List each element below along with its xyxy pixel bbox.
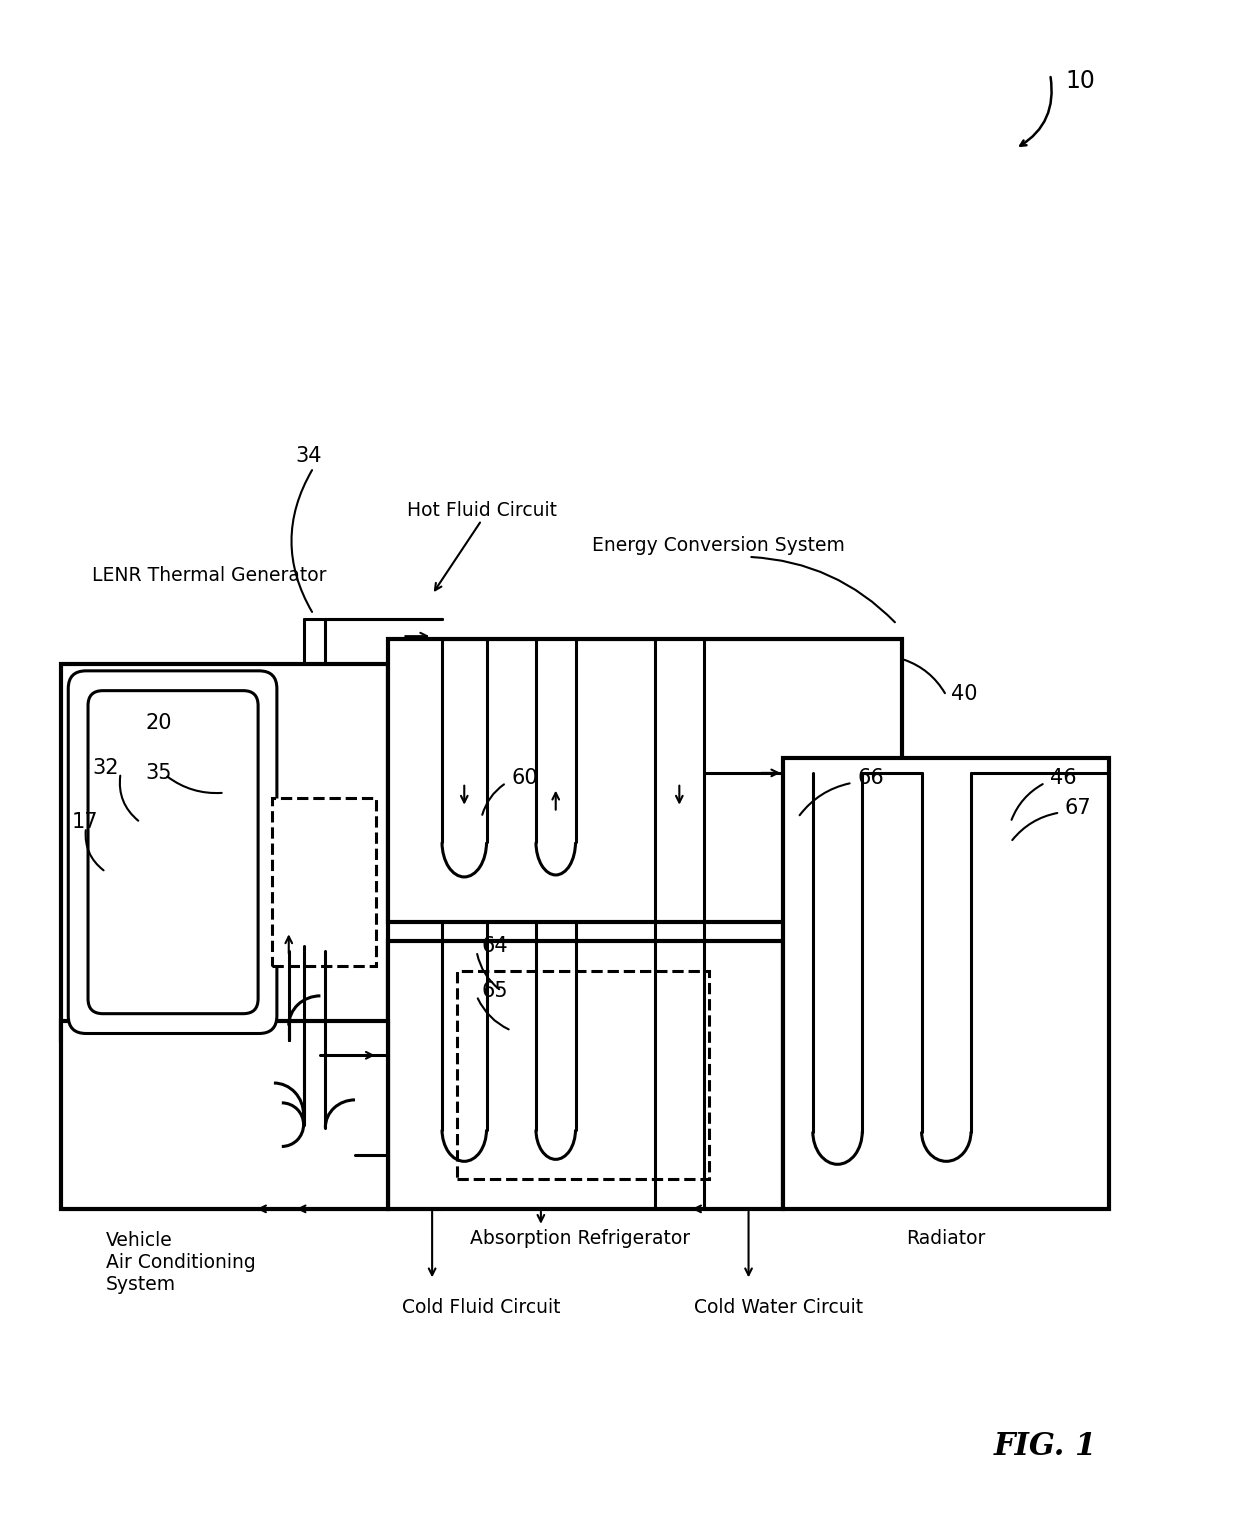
Text: 40: 40	[951, 684, 978, 704]
Text: LENR Thermal Generator: LENR Thermal Generator	[93, 565, 327, 585]
Bar	[272, 798, 376, 966]
Text: Cold Water Circuit: Cold Water Circuit	[693, 1298, 863, 1317]
Text: 67: 67	[1065, 798, 1091, 818]
FancyBboxPatch shape	[68, 670, 277, 1034]
Text: 34: 34	[295, 446, 321, 466]
Text: Energy Conversion System: Energy Conversion System	[593, 536, 846, 554]
Text: Hot Fluid Circuit: Hot Fluid Circuit	[407, 501, 557, 521]
Bar	[784, 758, 1110, 1209]
Text: Cold Fluid Circuit: Cold Fluid Circuit	[402, 1298, 560, 1317]
Bar	[388, 640, 901, 921]
Bar	[61, 1020, 388, 1209]
Text: 17: 17	[71, 812, 98, 833]
Text: 35: 35	[145, 763, 172, 783]
Text: 64: 64	[481, 937, 508, 956]
Text: 10: 10	[1065, 70, 1095, 93]
Bar	[456, 972, 709, 1179]
Text: 60: 60	[511, 768, 538, 787]
Text: Absorption Refrigerator: Absorption Refrigerator	[470, 1229, 691, 1247]
Text: Vehicle
Air Conditioning
System: Vehicle Air Conditioning System	[105, 1231, 255, 1293]
Text: 46: 46	[1050, 768, 1076, 787]
Text: 66: 66	[857, 768, 884, 787]
Text: 65: 65	[481, 981, 508, 1001]
Text: 32: 32	[93, 758, 119, 778]
Text: FIG. 1: FIG. 1	[993, 1430, 1097, 1462]
Text: 20: 20	[145, 713, 172, 734]
Bar	[388, 941, 784, 1209]
Text: Radiator: Radiator	[906, 1229, 986, 1247]
Bar	[61, 664, 388, 1040]
FancyBboxPatch shape	[88, 690, 258, 1014]
